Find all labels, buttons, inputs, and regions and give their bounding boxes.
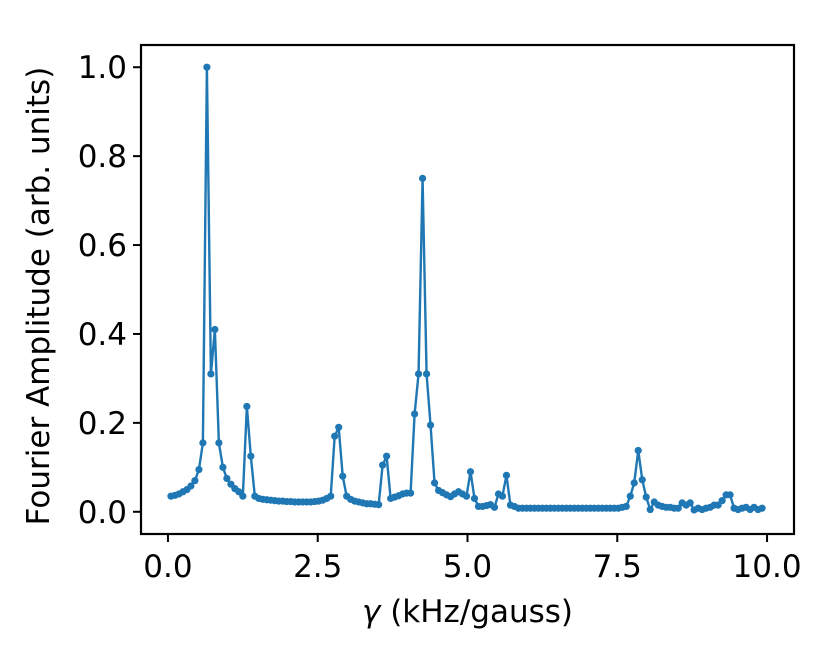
data-point	[187, 482, 195, 490]
x-tick-label: 5.0	[443, 549, 492, 585]
data-point	[414, 370, 423, 378]
data-point	[207, 370, 215, 378]
data-point	[243, 402, 251, 411]
data-point	[422, 370, 431, 378]
y-axis-label: Fourier Amplitude (arb. units)	[21, 67, 57, 526]
data-point	[379, 461, 387, 469]
data-point	[462, 492, 471, 500]
data-point	[630, 479, 638, 487]
data-point	[327, 492, 335, 500]
data-point	[191, 477, 199, 485]
data-point	[718, 497, 726, 505]
data-point	[646, 505, 654, 514]
x-axis: 0.0 2.5 5.0 7.5 10.0	[143, 534, 802, 585]
data-point	[466, 468, 475, 476]
x-tick-label: 0.0	[143, 549, 192, 585]
y-tick-label: 0.4	[78, 317, 127, 353]
data-point	[211, 325, 219, 334]
data-point	[239, 492, 247, 500]
data-point	[215, 439, 223, 447]
y-axis: 0.0 0.2 0.4 0.6 0.8 1.0	[78, 50, 141, 531]
data-point	[430, 479, 439, 487]
x-axis-label-symbol: γ	[362, 594, 382, 630]
x-axis-label: γ (kHz/gauss)	[362, 594, 573, 630]
data-point	[219, 463, 227, 471]
data-point	[490, 503, 499, 511]
data-point	[411, 410, 419, 418]
data-point	[203, 63, 211, 71]
data-point	[622, 502, 630, 511]
x-tick-label: 2.5	[293, 549, 342, 585]
x-tick-label: 10.0	[733, 549, 802, 585]
data-point	[426, 421, 435, 429]
y-tick-label: 0.8	[78, 139, 127, 175]
data-point	[418, 174, 427, 182]
data-point	[375, 501, 383, 509]
data-point	[247, 452, 255, 460]
data-point	[335, 423, 343, 431]
data-point	[686, 499, 694, 507]
y-tick-label: 0.0	[78, 495, 127, 531]
data-point	[642, 493, 650, 501]
data-point	[406, 489, 415, 497]
data-point	[339, 472, 347, 480]
data-point	[674, 504, 682, 512]
data-point	[199, 439, 207, 447]
data-point	[383, 452, 391, 460]
data-point	[195, 465, 203, 474]
data-point	[634, 446, 642, 455]
data-point	[470, 494, 479, 503]
data-point	[498, 492, 507, 500]
data-point	[638, 476, 646, 484]
x-axis-label-units: (kHz/gauss)	[380, 594, 573, 630]
y-tick-label: 0.2	[78, 406, 127, 442]
data-point	[626, 492, 634, 500]
data-point	[726, 491, 734, 499]
y-tick-label: 1.0	[78, 50, 127, 86]
y-tick-label: 0.6	[78, 228, 127, 264]
plot-layer	[167, 63, 766, 514]
data-point	[331, 432, 339, 440]
x-tick-label: 7.5	[593, 549, 642, 585]
data-point	[758, 504, 766, 512]
data-point	[223, 474, 231, 483]
data-point	[502, 471, 511, 479]
